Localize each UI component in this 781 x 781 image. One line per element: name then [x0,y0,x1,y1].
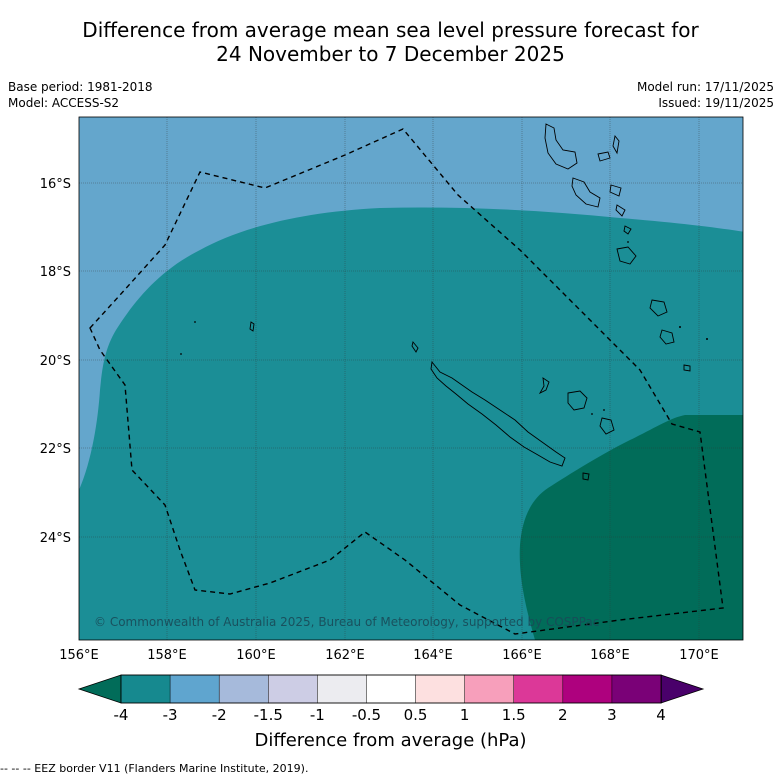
new-caledonia-island [430,360,566,467]
colorbar-segment [366,674,417,704]
lon-label: 170°E [679,648,719,663]
lon-labels: 156°E 158°E 160°E 162°E 164°E 166°E 168°… [59,648,719,663]
lat-label: 22°S [40,442,71,457]
lon-label: 158°E [147,648,187,663]
colorbar-frame [120,674,662,704]
lon-label: 166°E [502,648,542,663]
small-island-2 [612,134,620,155]
reef-dot-3 [679,326,681,328]
reef-dot-4 [706,338,708,340]
colorbar-segment [611,674,662,704]
isle-of-pines [582,472,590,481]
colorbar-tick-label: -1 [310,706,325,724]
colorbar: -4 -3 -2 -1.5 -1 -0.5 0.5 1 1.5 2 3 4 [77,674,705,724]
meta-left: Base period: 1981-2018 Model: ACCESS-S2 [8,79,153,111]
colorbar-tick-label: -4 [114,706,129,724]
malekula-island [571,177,601,208]
efate-island [616,246,637,265]
colorbar-tick-label: 2 [558,706,568,724]
colorbar-tick-label: -0.5 [352,706,381,724]
colorbar-tick-label: -3 [163,706,178,724]
reef-dot-6 [603,409,605,411]
colorbar-tick-label: 0.5 [404,706,428,724]
small-island-3 [609,184,622,197]
lon-label: 164°E [413,648,453,663]
colorbar-segment [415,674,466,704]
title-line-1: Difference from average mean sea level p… [82,18,699,42]
lat-labels: 16°S 18°S 20°S 22°S 24°S [40,177,71,546]
map-frame [78,116,744,641]
small-island-1 [597,151,611,162]
colorbar-segment [218,674,270,704]
colorbar-tick-label: 1 [460,706,470,724]
reef-dot-1 [194,321,196,323]
colorbar-tick-label: 3 [607,706,617,724]
small-island-5 [623,225,632,235]
lon-label: 160°E [236,648,276,663]
mare-island [599,417,615,435]
espiritu-santo-island [544,123,578,170]
ouvea-island [538,377,550,395]
lon-label: 168°E [590,648,630,663]
colorbar-over-arrow [660,674,705,704]
lon-label: 156°E [59,648,99,663]
colorbar-title: Difference from average (hPa) [254,730,527,751]
small-island-6 [249,321,255,332]
colorbar-tick-label: -2 [212,706,227,724]
lat-label: 24°S [40,531,71,546]
colorbar-segment [464,674,515,704]
gridlines [79,117,743,640]
colorbar-segment [169,674,220,704]
colorbar-segment [268,674,319,704]
map-area: © Commonwealth of Australia 2025, Bureau… [79,117,743,640]
contour-band-below-minus4 [519,415,743,640]
model-run: Model run: 17/11/2025 [636,80,774,94]
colorbar-under-arrow [77,674,122,704]
tanna-island [659,329,675,345]
colorbar-segment [317,674,368,704]
colorbar-segment [513,674,564,704]
colorbar-tick-label: -1.5 [254,706,283,724]
copyright-text: © Commonwealth of Australia 2025, Bureau… [94,615,599,629]
lifou-island [567,390,588,411]
lat-label: 20°S [40,354,71,369]
eez-legend: -- -- -- EEZ border V11 (Flanders Marine… [0,762,309,775]
base-period: Base period: 1981-2018 [8,80,153,94]
reef-dot-2 [180,353,182,355]
lon-label: 162°E [325,648,365,663]
reef-dot-5 [627,241,629,243]
small-island-7 [683,364,691,372]
small-island-4 [615,204,626,217]
erromango-island [649,299,668,317]
reef-dot-7 [591,413,593,415]
colorbar-segment [562,674,613,704]
lat-label: 16°S [40,177,71,192]
colorbar-segment [120,674,171,704]
meta-right: Model run: 17/11/2025 Issued: 19/11/2025 [637,79,774,111]
chart-title: Difference from average mean sea level p… [0,18,781,66]
issued-date: Issued: 19/11/2025 [658,96,774,110]
colorbar-tick-label: 4 [656,706,666,724]
eez-border [89,128,724,635]
belep-islands [411,341,419,353]
model-name: Model: ACCESS-S2 [8,96,120,110]
colorbar-tick-label: 1.5 [502,706,526,724]
title-line-2: 24 November to 7 December 2025 [216,42,565,66]
lat-label: 18°S [40,265,71,280]
